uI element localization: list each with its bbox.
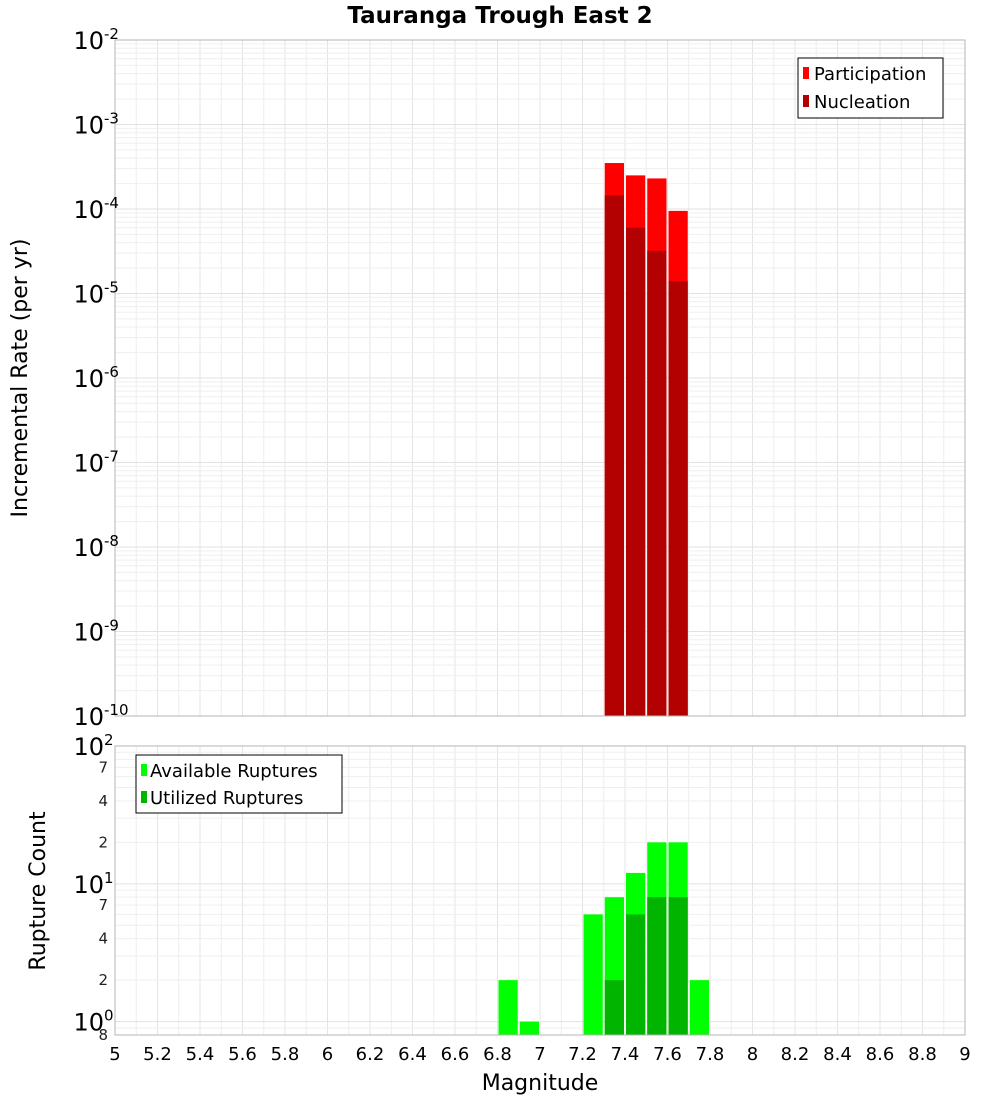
legend-swatch-utilized xyxy=(141,791,147,803)
chart-title: Tauranga Trough East 2 xyxy=(347,3,652,29)
y-minor-tick-label: 8 xyxy=(98,1026,108,1044)
y-tick-label: 10 xyxy=(73,27,104,55)
y-minor-tick-label: 7 xyxy=(98,758,108,776)
y-minor-tick-label: 2 xyxy=(98,971,108,989)
y-tick-label: 10 xyxy=(73,196,104,224)
x-tick-label: 5.6 xyxy=(228,1044,257,1065)
y-tick-label: 10 xyxy=(73,733,104,761)
x-tick-label: 9 xyxy=(959,1044,970,1065)
bar-utilized-ruptures xyxy=(668,897,688,1035)
x-tick-label: 7.2 xyxy=(568,1044,597,1065)
x-axis-label: Magnitude xyxy=(482,1071,599,1096)
legend-swatch-nucleation xyxy=(803,95,809,107)
bar-nucleation xyxy=(626,227,646,716)
y-tick-label: 10 xyxy=(73,703,104,731)
y-tick-exponent: -4 xyxy=(104,194,119,212)
x-tick-label: 7.6 xyxy=(653,1044,682,1065)
bar-utilized-ruptures xyxy=(647,897,667,1035)
y-minor-tick-label: 2 xyxy=(98,833,108,851)
legend-label-participation: Participation xyxy=(814,64,926,85)
y-minor-tick-label: 4 xyxy=(98,792,108,810)
x-tick-label: 8.6 xyxy=(866,1044,895,1065)
x-tick-label: 6 xyxy=(322,1044,333,1065)
top-bars xyxy=(604,163,688,717)
bottom-legend-box xyxy=(135,754,343,814)
bar-available-ruptures xyxy=(689,980,709,1035)
x-tick-label: 8.4 xyxy=(823,1044,852,1065)
x-tick-label: 5.4 xyxy=(186,1044,215,1065)
y-tick-exponent: -6 xyxy=(104,363,119,381)
top-gridlines xyxy=(114,39,966,717)
bottom-bars xyxy=(498,842,709,1035)
x-tick-label: 5.2 xyxy=(143,1044,172,1065)
x-tick-label: 8 xyxy=(747,1044,758,1065)
y-tick-exponent: -7 xyxy=(104,448,119,466)
x-tick-label: 7 xyxy=(534,1044,545,1065)
bottom-legend: Available Ruptures Utilized Ruptures xyxy=(135,754,343,814)
legend-swatch-available xyxy=(141,764,147,776)
y-tick-exponent: -9 xyxy=(104,617,119,635)
y-minor-tick-label: 4 xyxy=(98,930,108,948)
x-tick-label: 8.8 xyxy=(908,1044,937,1065)
top-legend-box xyxy=(797,57,944,119)
legend-label-available: Available Ruptures xyxy=(150,761,318,782)
x-tick-label: 7.8 xyxy=(696,1044,725,1065)
bar-utilized-ruptures xyxy=(604,980,624,1035)
x-tick-label: 5.8 xyxy=(271,1044,300,1065)
bottom-plot-border xyxy=(114,745,966,1036)
top-plot-border xyxy=(114,39,966,717)
y-tick-exponent: 0 xyxy=(104,1007,114,1025)
x-tick-label: 5 xyxy=(109,1044,120,1065)
y-tick-exponent: 1 xyxy=(104,869,114,887)
x-tick-label: 6.6 xyxy=(441,1044,470,1065)
y-tick-exponent: -2 xyxy=(104,25,119,43)
y-tick-label: 10 xyxy=(73,112,104,140)
legend-swatch-participation xyxy=(803,67,809,79)
bar-available-ruptures xyxy=(498,980,518,1035)
bar-nucleation xyxy=(668,281,688,716)
top-y-axis-label: Incremental Rate (per yr) xyxy=(8,239,33,518)
y-tick-exponent: 2 xyxy=(104,731,114,749)
bar-nucleation xyxy=(604,195,624,717)
y-tick-label: 10 xyxy=(73,1009,104,1037)
x-tick-labels: 5 5.2 5.4 5.6 5.8 6 6.2 6.4 6.6 6.8 7 7.2 7.4 7.6 7.8 8… xyxy=(109,1044,970,1065)
y-tick-label: 10 xyxy=(73,871,104,899)
y-tick-label: 10 xyxy=(73,619,104,647)
x-tick-label: 8.2 xyxy=(781,1044,810,1065)
bottom-y-axis-label: Rupture Count xyxy=(26,811,51,971)
y-tick-label: 10 xyxy=(73,534,104,562)
x-tick-label: 6.4 xyxy=(398,1044,427,1065)
y-tick-exponent: -3 xyxy=(104,110,119,128)
y-tick-label: 10 xyxy=(73,281,104,309)
legend-label-utilized: Utilized Ruptures xyxy=(150,788,303,809)
bar-available-ruptures xyxy=(519,1021,539,1035)
top-legend: Participation Nucleation xyxy=(797,57,944,119)
y-tick-exponent: -5 xyxy=(104,279,119,297)
y-tick-label: 10 xyxy=(73,365,104,393)
y-tick-exponent: -10 xyxy=(104,701,129,719)
y-minor-tick-label: 7 xyxy=(98,896,108,914)
bar-available-ruptures xyxy=(583,914,603,1035)
y-tick-exponent: -8 xyxy=(104,532,119,550)
bar-utilized-ruptures xyxy=(626,914,646,1035)
x-tick-label: 6.2 xyxy=(356,1044,385,1065)
x-tick-label: 7.4 xyxy=(611,1044,640,1065)
legend-label-nucleation: Nucleation xyxy=(814,92,910,113)
x-tick-label: 6.8 xyxy=(483,1044,512,1065)
y-tick-label: 10 xyxy=(73,450,104,478)
bar-nucleation xyxy=(647,250,667,716)
